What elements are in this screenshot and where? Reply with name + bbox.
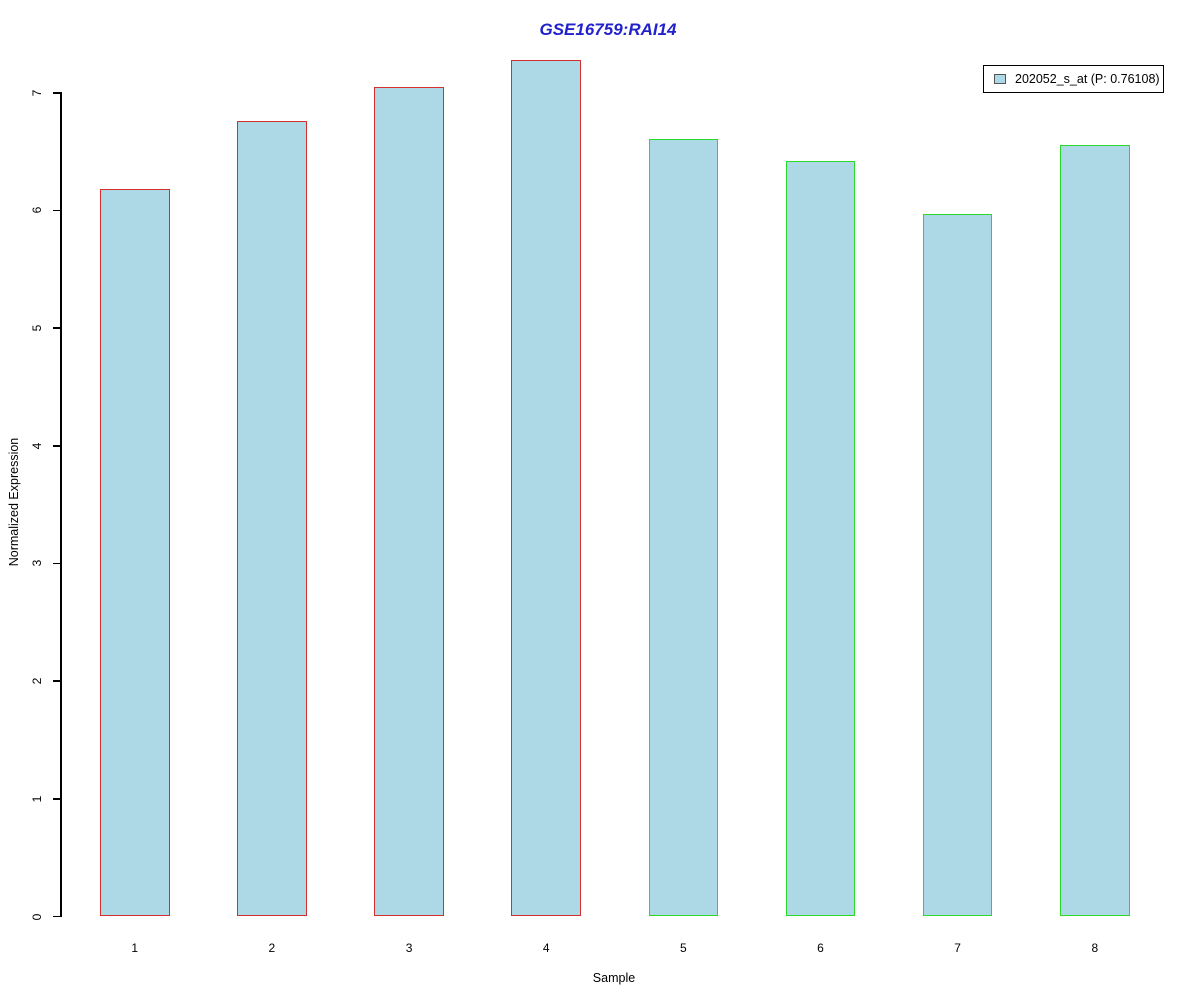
x-axis-label: Sample xyxy=(592,971,636,985)
y-tick-mark xyxy=(53,92,61,94)
x-tick-label: 2 xyxy=(268,941,276,955)
chart-title: GSE16759:RAI14 xyxy=(539,20,677,39)
y-tick-mark xyxy=(53,445,61,447)
y-tick-label: 0 xyxy=(30,913,44,920)
y-tick-mark xyxy=(53,798,61,800)
x-tick-label: 3 xyxy=(405,941,413,955)
y-tick-label: 3 xyxy=(30,560,44,567)
bar-sample-8 xyxy=(1060,144,1130,917)
y-tick-label: 6 xyxy=(30,207,44,214)
bar-sample-4 xyxy=(511,59,581,917)
y-tick-label: 7 xyxy=(30,89,44,97)
y-tick-label: 5 xyxy=(30,324,44,332)
legend-label: 202052_s_at (P: 0.76108) xyxy=(1015,72,1160,86)
y-tick-mark xyxy=(53,680,61,682)
bar-sample-5 xyxy=(648,138,719,917)
y-tick-label: 1 xyxy=(30,795,44,803)
y-tick-mark xyxy=(53,327,61,329)
bar-sample-3 xyxy=(374,86,444,917)
legend-box: 202052_s_at (P: 0.76108) xyxy=(983,65,1164,93)
x-tick-label: 5 xyxy=(680,941,687,955)
x-tick-label: 4 xyxy=(542,941,550,955)
y-tick-mark xyxy=(53,562,61,565)
bar-sample-2 xyxy=(237,121,307,917)
y-tick-label: 4 xyxy=(30,442,44,450)
y-axis-label: Normalized Expression xyxy=(7,437,21,567)
y-tick-mark xyxy=(53,915,61,918)
bar-sample-1 xyxy=(100,189,170,917)
y-axis-line xyxy=(60,92,62,917)
y-tick-mark xyxy=(53,209,61,212)
x-tick-label: 7 xyxy=(954,941,961,955)
bar-sample-7 xyxy=(922,214,993,917)
y-tick-label: 2 xyxy=(30,677,44,685)
x-tick-label: 1 xyxy=(131,941,139,955)
x-tick-label: 8 xyxy=(1091,941,1099,955)
legend-swatch-icon xyxy=(994,74,1006,84)
bar-sample-6 xyxy=(785,161,856,917)
x-tick-label: 6 xyxy=(817,941,824,955)
